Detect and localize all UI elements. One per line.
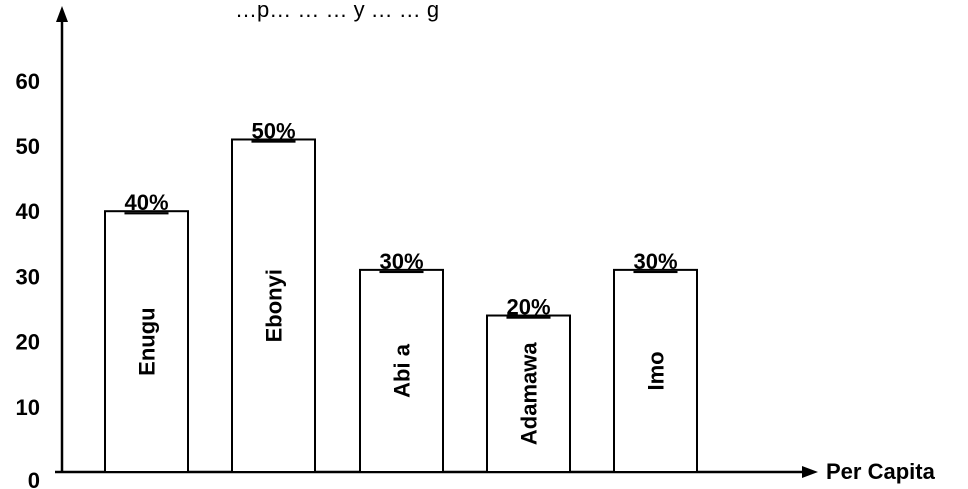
y-tick-label: 60 — [16, 69, 40, 94]
y-tick-label: 10 — [16, 395, 40, 420]
y-tick-labels: 0 10 20 30 40 50 60 — [16, 69, 40, 489]
bars: 40% Enugu 50% Ebonyi 30% Abi a 20% Adamawa 30% Im… — [104, 118, 698, 473]
x-axis-arrow — [802, 466, 818, 478]
data-label: 40% — [124, 190, 168, 215]
bar — [359, 268, 444, 473]
y-tick-label: 0 — [28, 468, 40, 489]
category-label: Abi a — [390, 343, 415, 398]
data-label: 30% — [379, 249, 423, 274]
data-label: 20% — [506, 295, 550, 320]
category-label: Enugu — [135, 307, 160, 375]
category-label: Ebonyi — [262, 269, 287, 342]
data-label: 30% — [633, 249, 677, 274]
bar — [486, 314, 571, 473]
y-tick-label: 30 — [16, 264, 40, 289]
bar — [104, 210, 189, 473]
bar — [231, 138, 316, 473]
y-tick-label: 20 — [16, 330, 40, 355]
y-tick-label: 40 — [16, 199, 40, 224]
chart-title: …p… … … y … … g — [235, 0, 439, 22]
data-label: 50% — [251, 118, 295, 143]
category-label: Imo — [644, 351, 669, 390]
y-axis-arrow — [56, 6, 68, 22]
category-label: Adamawa — [517, 342, 542, 445]
y-tick-label: 50 — [16, 134, 40, 159]
bar — [613, 268, 698, 473]
x-axis-title: Per Capita — [826, 459, 936, 484]
